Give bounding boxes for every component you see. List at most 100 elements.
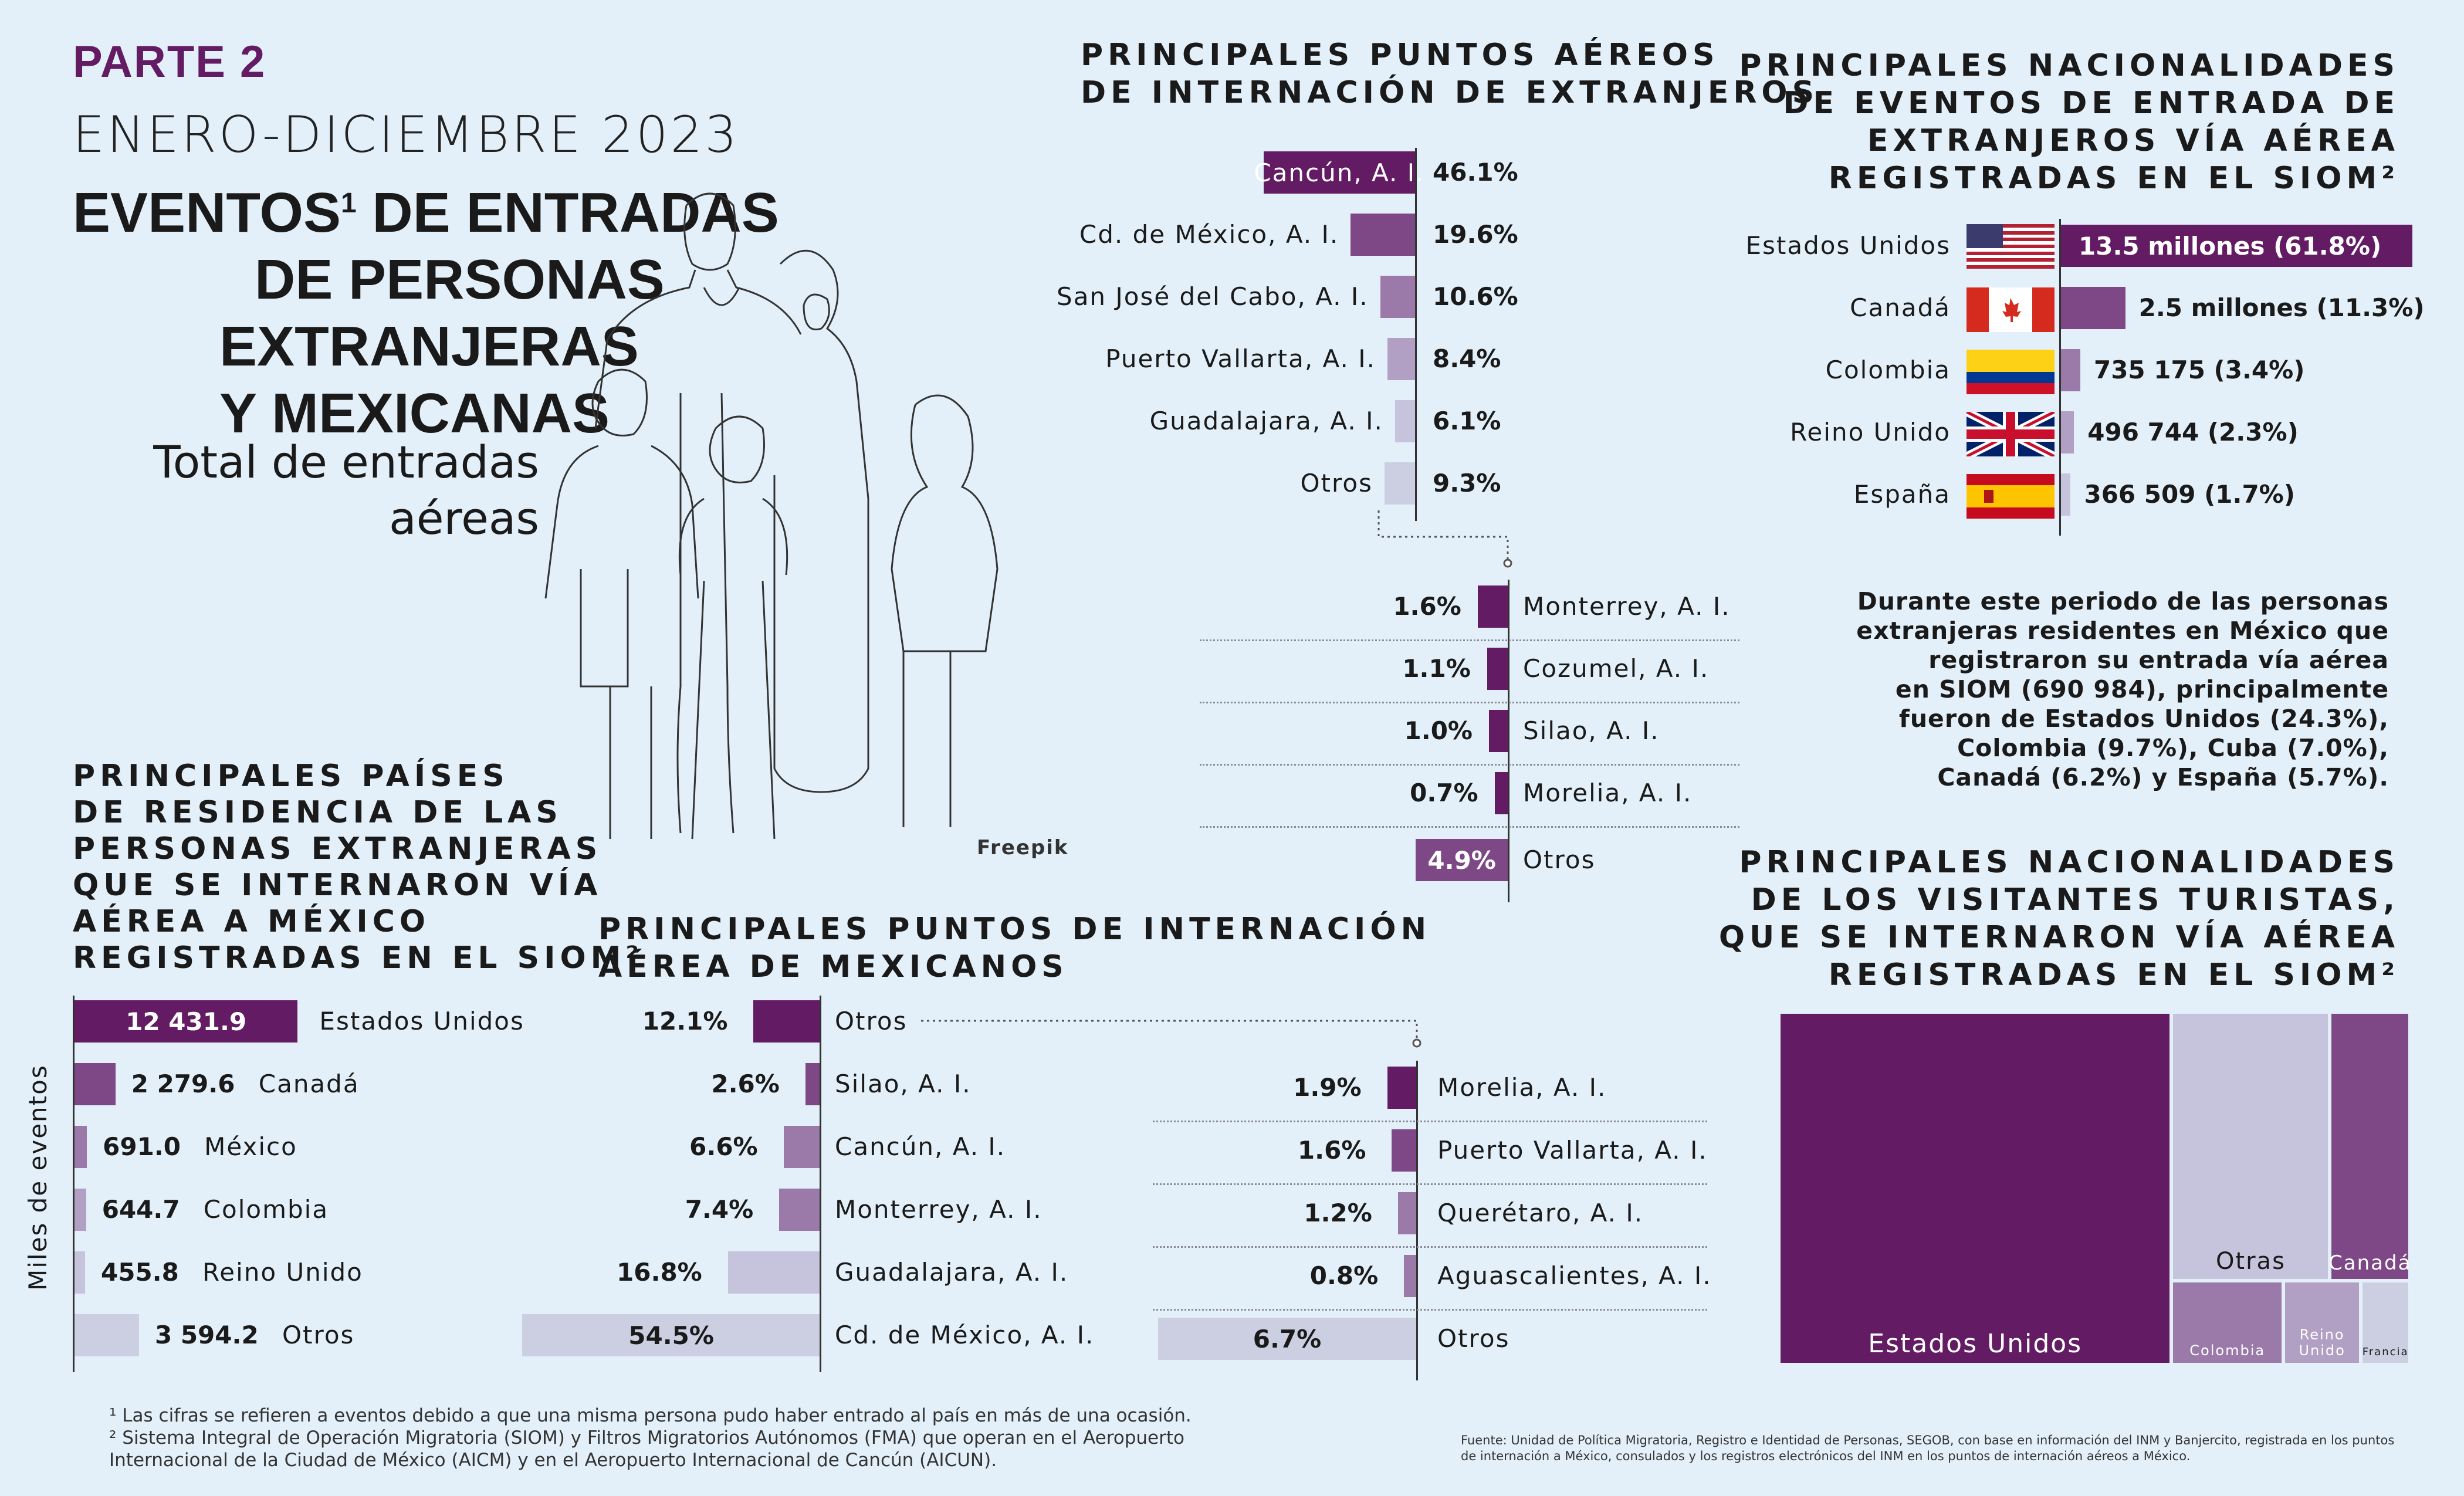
- mexican-otros-separator: [1153, 1246, 1707, 1248]
- residence-category-label: Reino Unido: [202, 1258, 363, 1287]
- foreign-otros-separator: [1200, 702, 1739, 703]
- residence-axis-label: Miles de eventos: [23, 1064, 52, 1291]
- foreign-otros-category-label: Silao, A. I.: [1523, 716, 1660, 745]
- mexican-axis: [820, 996, 821, 1372]
- mexican-otros-value-inbar: 6.7%: [1158, 1318, 1416, 1360]
- title-line2: DE PERSONAS: [255, 248, 665, 311]
- mother-figure: [773, 249, 869, 793]
- foreign-otros-value-label: 0.7%: [1410, 779, 1478, 807]
- mexican-otros-value-label: 0.8%: [1309, 1261, 1379, 1290]
- foreign-otros-category-label: Otros: [1523, 845, 1596, 874]
- treemap-label: Francia: [2362, 1346, 2409, 1359]
- treemap-cell: Otras: [2173, 1014, 2328, 1280]
- residence-value-label: 3 594.2: [154, 1321, 259, 1349]
- title-line4: Y MEXICANAS: [219, 382, 610, 445]
- family-illustration: [544, 192, 999, 840]
- flag-usa-icon: [1967, 224, 2055, 269]
- nationalities-category-label: Estados Unidos: [1745, 231, 1951, 260]
- foreign-otros-value-label: 1.1%: [1402, 654, 1471, 683]
- mexican-value-label: 16.8%: [617, 1258, 702, 1287]
- mexican-category-label: Silao, A. I.: [835, 1069, 972, 1098]
- nationalities-bar: [2061, 411, 2074, 453]
- mexican-bar: [753, 1000, 820, 1043]
- title-line1: EVENTOS: [73, 181, 341, 244]
- nationalities-bar: [2061, 473, 2071, 516]
- mexican-points-title-line1: PRINCIPALES PUNTOS DE INTERNACIÓN: [598, 912, 1431, 947]
- foreign-points-title-line2: DE INTERNACIÓN DE EXTRANJEROS: [1081, 75, 1819, 110]
- foreign-category-label: Otros: [1300, 469, 1373, 497]
- treemap-cell: Estados Unidos: [1781, 1014, 2170, 1363]
- residents-note: Durante este periodo de las personas ext…: [1856, 587, 2389, 792]
- nationalities-title-line1: PRINCIPALES NACIONALIDADES: [1739, 48, 2399, 83]
- footnote-1: ¹ Las cifras se refieren a eventos debid…: [109, 1405, 1192, 1426]
- foreign-bar: [1384, 462, 1415, 505]
- residence-bar: [75, 1251, 85, 1294]
- treemap-cell: Reino Unido: [2284, 1282, 2360, 1363]
- mexican-category-label: Cd. de México, A. I.: [835, 1321, 1095, 1349]
- foreign-bar: [1380, 276, 1415, 318]
- flag-canada-icon: [1967, 287, 2055, 332]
- residents-note-line5: fueron de Estados Unidos (24.3%),: [1898, 705, 2389, 733]
- mexican-otros-separator: [1153, 1309, 1707, 1311]
- title-superscript: 1: [341, 188, 357, 219]
- mexican-otros-bar: [1387, 1067, 1416, 1109]
- foreign-value-label: 19.6%: [1433, 220, 1518, 249]
- treemap-label: Canadá: [2328, 1251, 2412, 1275]
- mexican-points-title-line2: AÉREA DE MEXICANOS: [598, 949, 1068, 984]
- foreign-category-label: Puerto Vallarta, A. I.: [1105, 344, 1376, 373]
- tourists-treemap: Estados Unidos Otras Canadá Colombia Reino U…: [1781, 1014, 2412, 1363]
- residence-bar: [75, 1189, 86, 1231]
- foreign-otros-bar: [1494, 772, 1508, 814]
- mexican-points-connector: [921, 1020, 1421, 1048]
- tourists-title-line1: PRINCIPALES NACIONALIDADES: [1739, 845, 2399, 880]
- mexican-bar: [805, 1063, 820, 1105]
- mexican-value-label: 6.6%: [689, 1132, 758, 1161]
- nationalities-title-line3: EXTRANJEROS VÍA AÉREA: [1867, 123, 2399, 158]
- nationalities-value-label: 735 175 (3.4%): [2093, 356, 2305, 384]
- residence-title-line5: AÉREA A MÉXICO: [73, 904, 431, 939]
- tourists-title-line2: DE LOS VISITANTES TURISTAS,: [1751, 882, 2399, 918]
- foreign-bar-label: Cancún, A. I.: [1254, 151, 1423, 194]
- foreign-otros-value-label: 1.0%: [1404, 716, 1473, 745]
- treemap-cell: Colombia: [2173, 1282, 2282, 1363]
- flag-spain-icon: [1967, 474, 2055, 519]
- residence-value-label: 2 279.6: [131, 1069, 235, 1098]
- footnote-2: ² Sistema Integral de Operación Migrator…: [109, 1427, 1184, 1448]
- foreign-category-label: San José del Cabo, A. I.: [1057, 282, 1369, 311]
- residents-note-line7: Canadá (6.2%) y España (5.7%).: [1937, 763, 2389, 791]
- residents-note-line6: Colombia (9.7%), Cuba (7.0%),: [1957, 734, 2389, 762]
- residence-title-line4: QUE SE INTERNARON VÍA: [73, 868, 603, 903]
- foreign-value-label: 6.1%: [1433, 407, 1501, 435]
- residence-axis: [73, 996, 75, 1372]
- foreign-value-label: 8.4%: [1433, 344, 1501, 373]
- treemap-cell: Francia: [2363, 1282, 2408, 1363]
- residence-title-line1: PRINCIPALES PAÍSES: [73, 759, 509, 794]
- source-line2: de internación a México, consulados y lo…: [1461, 1449, 2191, 1463]
- residents-note-line4: en SIOM (690 984), principalmente: [1895, 675, 2389, 703]
- mexican-category-label: Guadalajara, A. I.: [835, 1258, 1069, 1287]
- mexican-otros-category-label: Querétaro, A. I.: [1437, 1199, 1644, 1227]
- foreign-otros-separator: [1200, 639, 1739, 641]
- foreign-otros-bar: [1489, 710, 1508, 752]
- residence-value-label: 644.7: [101, 1195, 180, 1224]
- residence-title-line6: REGISTRADAS EN EL SIOM²: [73, 940, 644, 976]
- treemap-label: Otras: [2215, 1248, 2286, 1275]
- foreign-points-title: PRINCIPALES PUNTOS AÉREOS DE INTERNACIÓN…: [1081, 36, 1819, 111]
- mexican-otros-axis: [1416, 1061, 1418, 1380]
- foreign-value-label: 46.1%: [1433, 158, 1518, 187]
- mexican-otros-category-label: Aguascalientes, A. I.: [1437, 1261, 1712, 1290]
- source-note: Fuente: Unidad de Política Migratoria, R…: [1461, 1433, 2394, 1464]
- treemap-cell: Canadá: [2328, 1014, 2412, 1280]
- residence-title-line3: PERSONAS EXTRANJERAS: [73, 831, 603, 867]
- foreign-category-label: Cd. de México, A. I.: [1079, 220, 1339, 249]
- tourists-title-line4: REGISTRADAS EN EL SIOM²: [1828, 957, 2399, 993]
- residence-category-label: Estados Unidos: [319, 1007, 524, 1035]
- nationalities-axis: [2059, 219, 2061, 536]
- foreign-category-label: Guadalajara, A. I.: [1149, 407, 1383, 435]
- foreign-otros-category-label: Cozumel, A. I.: [1523, 654, 1710, 683]
- mexican-otros-value-label: 1.9%: [1293, 1073, 1362, 1102]
- mexican-otros-bar: [1397, 1192, 1416, 1234]
- period-label: ENERO-DICIEMBRE 2023: [73, 106, 740, 164]
- tourists-title-line3: QUE SE INTERNARON VÍA AÉREA: [1718, 920, 2399, 955]
- residence-value-inbar: 12 431.9: [75, 1000, 298, 1043]
